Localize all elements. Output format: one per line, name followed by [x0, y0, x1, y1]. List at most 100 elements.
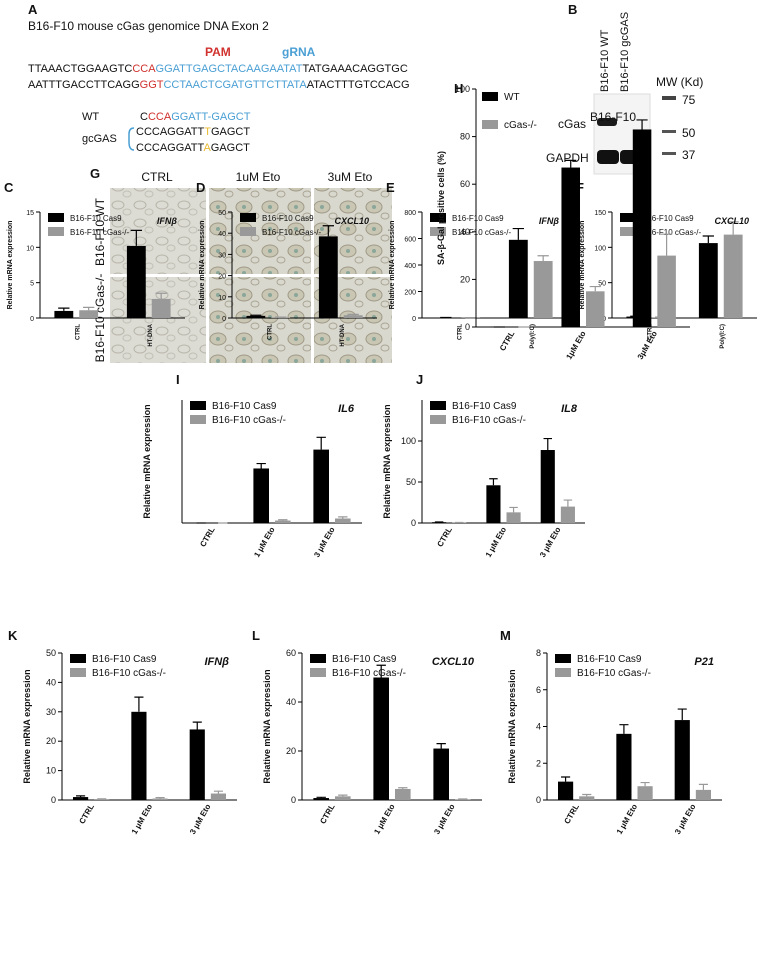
error-bar — [561, 776, 571, 782]
legend-swatch — [430, 415, 446, 424]
error-bar — [76, 795, 86, 798]
y-axis-label: Relative mRNA expression — [142, 404, 152, 518]
sequence-segment: A — [203, 142, 211, 154]
error-bar — [582, 793, 592, 797]
panel-label: C — [4, 180, 14, 195]
y-axis-label: Relative mRNA expression — [22, 669, 32, 783]
error-bar — [83, 306, 95, 311]
legend-swatch — [430, 213, 446, 222]
sequence-line: TTAAACTGGAAGTCCCAGGATTGAGCTACAAGAATATTAT… — [28, 63, 408, 75]
y-tick-label: 100 — [455, 84, 470, 94]
y-tick-label: 50 — [218, 210, 226, 217]
error-bar — [661, 233, 673, 256]
y-axis-label: Relative mRNA expression — [262, 669, 272, 783]
legend-swatch — [48, 213, 64, 222]
error-bar — [322, 225, 334, 237]
x-tick-label: CTRL — [562, 802, 581, 825]
y-tick-label: 10 — [26, 245, 34, 252]
legend-swatch — [310, 654, 326, 663]
panel-label: B — [568, 2, 577, 17]
error-bar — [338, 794, 348, 797]
y-tick-label: 6 — [536, 685, 541, 695]
bar — [151, 298, 171, 318]
x-tick-label: CTRL — [498, 329, 517, 352]
x-tick-label: 3 μM Eto — [188, 802, 213, 835]
gene-label: IFNβ — [157, 216, 177, 226]
y-tick-label: 0 — [51, 795, 56, 805]
legend-swatch — [620, 227, 636, 236]
bar — [560, 506, 575, 523]
error-bar — [589, 285, 601, 292]
sequence-segment: GAGCT — [211, 142, 250, 154]
marker-band — [662, 152, 676, 155]
legend-label: B16-F10 cGas-/- — [577, 668, 651, 679]
micrograph — [110, 277, 206, 363]
x-tick-label: 1μM Eto — [564, 329, 587, 361]
x-tick-label: 1 μM Eto — [372, 802, 397, 835]
gene-label: IFNβ — [539, 216, 559, 226]
y-tick-label: 600 — [404, 237, 416, 244]
bracket — [128, 127, 135, 151]
x-tick-label: CTRL — [435, 525, 454, 548]
x-tick-label: CTRL — [457, 324, 463, 340]
sequence-segment: CCTAACTCGATGTTCTTATA — [163, 79, 307, 91]
error-bar — [155, 292, 167, 299]
x-tick-label: CTRL — [318, 802, 337, 825]
x-tick-label: 1 μM Eto — [484, 525, 509, 558]
y-tick-label: 30 — [218, 252, 226, 259]
legend-swatch — [555, 668, 571, 677]
column-label: 1uM Eto — [236, 170, 281, 184]
gene-label: CXCL10 — [714, 216, 749, 226]
panel-label: L — [252, 628, 260, 643]
y-tick-label: 50 — [406, 477, 416, 487]
error-bar — [213, 790, 223, 794]
marker-label: 75 — [682, 93, 696, 107]
error-bar — [677, 708, 687, 721]
y-axis-label: Relative mRNA expression — [579, 221, 586, 310]
y-tick-label: 40 — [460, 227, 470, 237]
bar — [246, 315, 266, 318]
y-tick-label: 10 — [218, 295, 226, 302]
error-bar — [250, 314, 262, 316]
bar — [695, 789, 711, 800]
lane-label: B16-F10 WT — [599, 29, 611, 92]
pam-label: PAM — [205, 45, 231, 59]
marker-band — [662, 130, 676, 133]
y-axis-label: Relative mRNA expression — [389, 221, 396, 310]
sequence-segment: GGATTGAGCTACAAGAATAT — [156, 63, 303, 75]
y-tick-label: 20 — [460, 274, 470, 284]
error-bar — [727, 221, 739, 235]
error-bar — [512, 227, 524, 240]
y-tick-label: 0 — [291, 795, 296, 805]
error-bar — [256, 462, 266, 469]
legend-label: B16-F10 cGas-/- — [642, 228, 701, 237]
y-tick-label: 800 — [404, 210, 416, 217]
error-bar — [640, 781, 650, 787]
y-tick-label: 50 — [598, 281, 606, 288]
panel-label: A — [28, 2, 38, 17]
bar — [94, 799, 110, 800]
error-bar — [155, 797, 165, 799]
bar — [632, 129, 652, 327]
y-axis-label: Relative mRNA expression — [7, 221, 14, 310]
gene-label: IL6 — [338, 403, 355, 415]
error-bar — [338, 516, 348, 519]
error-bar — [316, 436, 326, 450]
legend-label: B16-F10 cGas-/- — [92, 668, 166, 679]
sequence-segment: AATTTGACCTTCAGG — [28, 79, 140, 91]
x-tick-label: HT-DNA — [340, 323, 346, 346]
bar — [698, 243, 718, 318]
y-tick-label: 100 — [401, 436, 416, 446]
sequence-segment: GAGCT — [211, 126, 250, 138]
micrograph — [110, 188, 206, 274]
legend-label: B16-F10 Cas9 — [212, 401, 277, 412]
y-tick-label: 20 — [218, 274, 226, 281]
legend-swatch — [240, 227, 256, 236]
y-tick-label: 40 — [218, 231, 226, 238]
x-tick-label: 1 μM Eto — [130, 802, 155, 835]
legend-swatch — [430, 401, 446, 410]
bar — [335, 518, 351, 523]
sequence-title: B16-F10 mouse cGas genomice DNA Exon 2 — [28, 19, 269, 33]
x-tick-label: 3 μM Eto — [432, 802, 457, 835]
legend-label: B16-F10 Cas9 — [577, 654, 642, 665]
